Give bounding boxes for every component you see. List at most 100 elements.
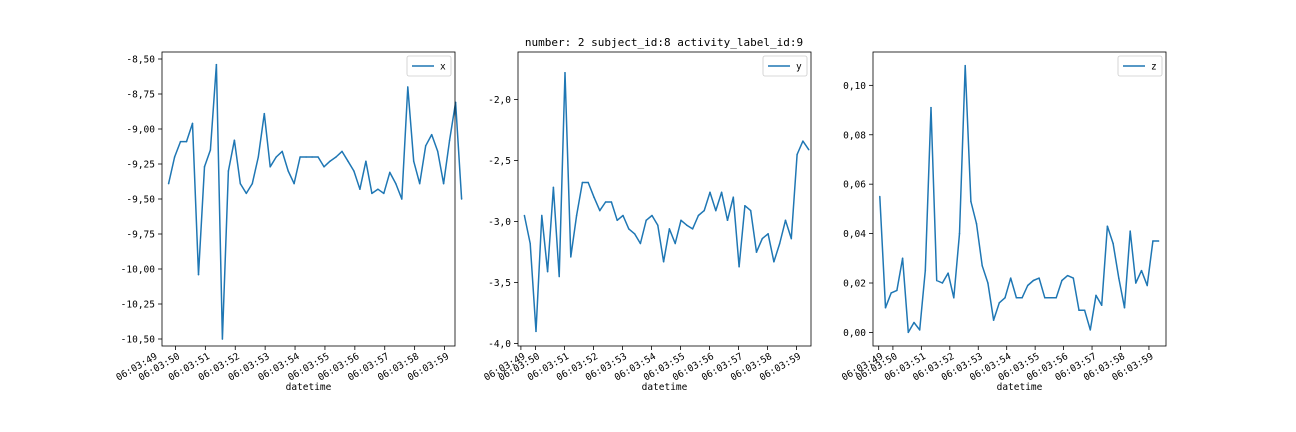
- chart-3-data-point: [1038, 277, 1040, 279]
- chart-3-data-point: [901, 257, 904, 260]
- chart-3-data-point: [930, 106, 932, 109]
- chart-2-ytick-label: -2,0: [488, 95, 511, 106]
- chart-2-data-point: [645, 219, 647, 222]
- chart-2-data-point: [541, 214, 543, 217]
- chart-2-data-point: [703, 209, 705, 212]
- chart-2-data-point: [610, 201, 613, 203]
- chart-3-legend-label: z: [1151, 62, 1157, 73]
- chart-1-data-point: [293, 182, 295, 185]
- figure-title: number: 2 subject_id:8 activity_label_id…: [525, 36, 803, 49]
- chart-3-axes-frame: [872, 51, 1167, 347]
- chart-3-data-point: [890, 292, 892, 294]
- chart-2-data-point: [726, 219, 729, 222]
- chart-2-data-point: [744, 204, 746, 207]
- chart-3-data-point: [1112, 242, 1114, 245]
- chart-1-data-point: [460, 198, 463, 200]
- chart-1-data-point: [191, 122, 194, 125]
- chart-2-data-point: [697, 214, 700, 217]
- chart-1-ytick-label: -9,25: [126, 160, 155, 171]
- chart-3-data-point: [1044, 297, 1046, 299]
- chart-2-data-point: [662, 261, 665, 263]
- chart-2-data-point: [778, 242, 781, 245]
- chart-1-data-point: [317, 156, 319, 158]
- chart-3-data-point: [1083, 309, 1086, 311]
- chart-2-data-point: [720, 191, 723, 194]
- chart-1-data-point: [209, 149, 212, 151]
- chart-2-data-point: [552, 186, 555, 189]
- chart-3-data-point: [1129, 230, 1131, 232]
- chart-1-data-point: [424, 145, 427, 147]
- chart-3-ytick-label: 0,00: [843, 328, 866, 339]
- chart-1-data-point: [436, 150, 439, 153]
- chart-3-data-point: [1135, 282, 1137, 284]
- chart-3-data-point: [924, 269, 927, 272]
- chart-3-data-point: [1089, 329, 1092, 331]
- chart-2-data-point: [668, 228, 671, 230]
- chart-3-data-point: [992, 319, 995, 321]
- chart-1-data-point: [287, 170, 289, 172]
- chart-3-data-point: [947, 272, 949, 274]
- chart-2-data-point: [523, 214, 526, 217]
- chart-2-data-point: [651, 214, 653, 217]
- chart-2-data-point: [535, 330, 537, 333]
- chart-1-data-point: [311, 156, 313, 158]
- chart-2-data-point: [691, 228, 694, 230]
- chart-3-data-point: [1049, 297, 1052, 299]
- chart-1-ytick-label: -10,00: [121, 265, 156, 276]
- chart-2-data-point: [802, 140, 804, 142]
- chart-2-data-point: [581, 181, 584, 184]
- chart-2-data-point: [616, 219, 618, 222]
- chart-1-data-point: [275, 156, 277, 158]
- chart-2-ytick-label: -3,5: [488, 278, 511, 289]
- chart-1-data-point: [227, 170, 230, 172]
- chart-2-data-point: [529, 242, 531, 245]
- chart-3-data-point: [1055, 297, 1057, 299]
- chart-1-data-point: [245, 192, 248, 195]
- chart-3-data-point: [941, 282, 944, 284]
- chart-3-data-point: [1146, 284, 1148, 287]
- chart-3-data-point: [1152, 240, 1154, 242]
- chart-2-data-point: [761, 237, 764, 240]
- chart-1-data-point: [407, 86, 409, 88]
- chart-2-data-point: [784, 219, 787, 222]
- chart-3-data-point: [998, 302, 1001, 304]
- chart-1-ytick-label: -10,25: [121, 300, 155, 311]
- chart-1-data-point: [383, 192, 385, 195]
- chart-3-data-point: [913, 321, 915, 324]
- chart-3-data-point: [935, 279, 938, 282]
- chart-1-data-point: [305, 156, 307, 158]
- chart-2-data-point: [732, 196, 735, 198]
- chart-2-data-point: [686, 224, 688, 226]
- chart-2-data-point: [639, 242, 642, 245]
- chart-2-ytick-label: -2,5: [488, 156, 511, 167]
- chart-1-data-point: [412, 160, 415, 162]
- chart-2-data-point: [570, 256, 572, 258]
- chart-1-ytick-label: -9,50: [126, 195, 155, 206]
- chart-3-x-axis-label: datetime: [997, 382, 1043, 393]
- chart-2-data-point: [674, 242, 676, 245]
- chart-1-series-line: [167, 63, 463, 340]
- chart-2-data-point: [680, 219, 682, 222]
- chart-1-data-point: [371, 192, 373, 195]
- chart-2-data-point: [558, 275, 560, 278]
- chart-1-data-point: [167, 182, 170, 185]
- chart-1-legend-label: x: [440, 62, 446, 73]
- chart-2-data-point: [715, 209, 717, 212]
- chart-3-data-point: [1157, 240, 1160, 242]
- chart-1-data-point: [263, 112, 266, 115]
- chart-3-data-point: [907, 331, 910, 334]
- chart-1-data-point: [389, 171, 391, 174]
- chart-3-data-point: [918, 329, 921, 331]
- chart-2-data-point: [599, 209, 601, 212]
- chart-2-data-point: [593, 196, 595, 198]
- chart-1-data-point: [430, 133, 433, 136]
- chart-2-data-point: [564, 71, 566, 74]
- chart-2-data-point: [807, 148, 810, 151]
- chart-1-data-point: [359, 188, 361, 190]
- chart-1-data-point: [395, 182, 397, 185]
- chart-1-ytick-label: -10,50: [121, 335, 156, 346]
- chart-1-data-point: [353, 170, 355, 172]
- chart-3-data-point: [975, 222, 978, 225]
- chart-2-data-point: [738, 265, 740, 268]
